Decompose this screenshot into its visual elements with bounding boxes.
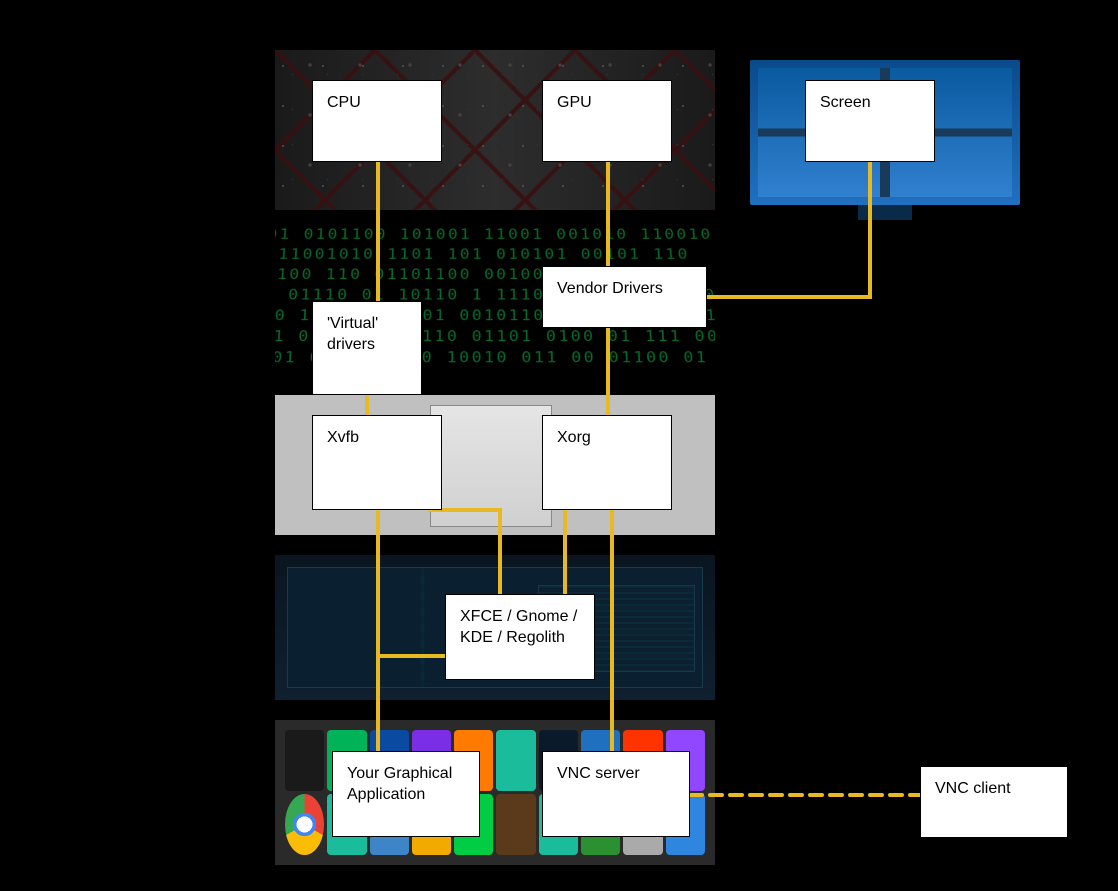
node-vncc: VNC client — [920, 766, 1068, 838]
app-icon-0 — [285, 730, 324, 791]
node-de-label: XFCE / Gnome / KDE / Regolith — [460, 608, 577, 646]
node-xorg-label: Xorg — [557, 429, 591, 446]
node-screen-label: Screen — [820, 94, 871, 111]
node-xvfb-label: Xvfb — [327, 429, 359, 446]
node-vendrv-label: Vendor Drivers — [557, 280, 663, 297]
node-cpu-label: CPU — [327, 94, 361, 111]
node-cpu: CPU — [312, 80, 442, 162]
node-vncs-label: VNC server — [557, 765, 640, 782]
node-vendrv: Vendor Drivers — [542, 266, 707, 328]
node-xvfb: Xvfb — [312, 415, 442, 510]
node-vncc-label: VNC client — [935, 780, 1011, 797]
app-icon-15 — [496, 794, 535, 855]
node-screen: Screen — [805, 80, 935, 162]
node-app: Your Graphical Application — [332, 751, 480, 837]
node-vncs: VNC server — [542, 751, 690, 837]
node-xorg: Xorg — [542, 415, 672, 510]
node-gpu-label: GPU — [557, 94, 592, 111]
node-vdrv: 'Virtual' drivers — [312, 301, 422, 395]
node-app-label: Your Graphical Application — [347, 765, 452, 803]
node-vdrv-label: 'Virtual' drivers — [327, 315, 378, 353]
app-icon-10 — [285, 794, 324, 855]
node-gpu: GPU — [542, 80, 672, 162]
app-icon-5 — [496, 730, 535, 791]
node-de: XFCE / Gnome / KDE / Regolith — [445, 594, 595, 680]
